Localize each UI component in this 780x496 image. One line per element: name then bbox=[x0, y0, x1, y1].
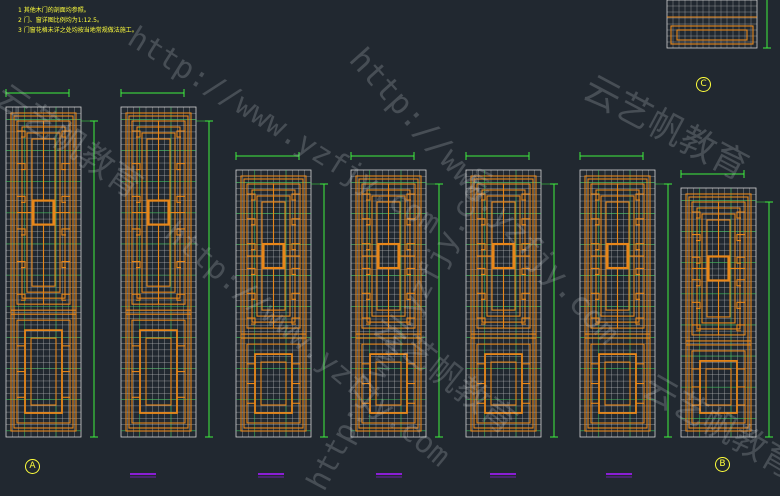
dimension-lines bbox=[6, 89, 98, 437]
door-elevation-4 bbox=[351, 152, 443, 437]
dimension-lines bbox=[681, 170, 773, 437]
door-elevation-6 bbox=[580, 152, 672, 437]
partial-elevation-c bbox=[667, 0, 771, 48]
door-elevation-1 bbox=[6, 89, 98, 437]
lattice-pattern bbox=[667, 17, 757, 44]
elevation-marker-a: A bbox=[25, 459, 40, 474]
door-elevation-2 bbox=[121, 89, 213, 437]
door-elevation-3 bbox=[236, 152, 328, 437]
elevation-marker-b: B bbox=[715, 457, 730, 472]
grid-lines bbox=[667, 0, 757, 48]
door-elevation-5 bbox=[466, 152, 558, 437]
door-elevation-7 bbox=[681, 170, 773, 437]
dimension-lines bbox=[121, 89, 213, 437]
dimension-lines bbox=[763, 0, 771, 48]
elevation-marker-c: C bbox=[696, 77, 711, 92]
